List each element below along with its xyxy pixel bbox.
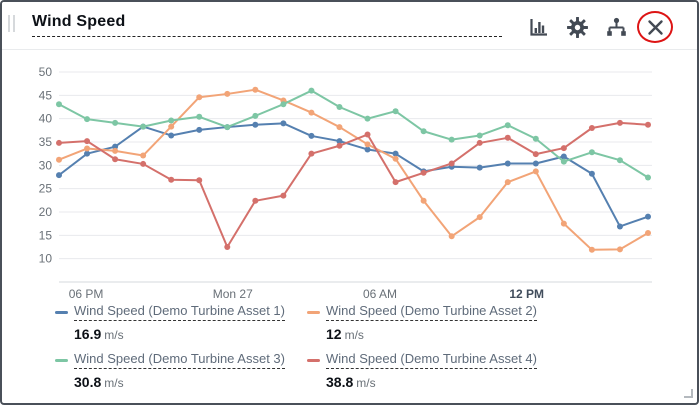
svg-text:30: 30	[39, 158, 53, 172]
svg-text:35: 35	[39, 135, 53, 149]
legend-label[interactable]: Wind Speed (Demo Turbine Asset 3)	[74, 352, 285, 369]
legend-item: Wind Speed (Demo Turbine Asset 2) 12 m/s	[307, 304, 689, 343]
widget-title: Wind Speed	[32, 13, 126, 30]
bar-chart-icon	[530, 19, 547, 36]
legend-label[interactable]: Wind Speed (Demo Turbine Asset 1)	[74, 304, 285, 321]
legend-latest-value: 30.8 m/s	[74, 374, 124, 390]
legend-latest-value: 12 m/s	[326, 326, 364, 342]
chart-legend: Wind Speed (Demo Turbine Asset 1) 16.9 m/s…	[55, 304, 689, 391]
svg-text:10: 10	[39, 252, 53, 266]
legend-swatch-icon	[55, 311, 68, 314]
widget-toolbar	[527, 11, 673, 43]
legend-item: Wind Speed (Demo Turbine Asset 1) 16.9 m/s	[55, 304, 307, 343]
asset-tree-button[interactable]	[605, 16, 628, 39]
asset-tree-icon	[607, 17, 626, 36]
line-chart: 50 45 40 35 30 25 20 15 10 06 PM Mon 27 06 AM 12 PM	[2, 50, 697, 302]
svg-text:06 AM: 06 AM	[363, 287, 397, 301]
widget-title-field[interactable]: Wind Speed	[32, 13, 502, 37]
svg-text:25: 25	[39, 182, 53, 196]
line-chart-svg: 50 45 40 35 30 25 20 15 10 06 PM Mon 27 06 AM 12 PM	[39, 65, 652, 301]
legend-latest-value: 16.9 m/s	[74, 326, 124, 342]
close-button[interactable]	[637, 11, 673, 43]
svg-text:45: 45	[39, 88, 53, 102]
gear-icon	[567, 17, 588, 38]
legend-label[interactable]: Wind Speed (Demo Turbine Asset 2)	[326, 304, 537, 321]
svg-text:50: 50	[39, 65, 53, 79]
widget-header: Wind Speed	[2, 2, 697, 50]
svg-text:Mon 27: Mon 27	[213, 287, 253, 301]
legend-swatch-icon	[55, 359, 68, 362]
close-icon	[648, 20, 663, 35]
svg-text:06 PM: 06 PM	[69, 287, 104, 301]
settings-button[interactable]	[566, 16, 589, 39]
bar-chart-button[interactable]	[527, 16, 550, 39]
svg-text:12 PM: 12 PM	[509, 287, 544, 301]
drag-handle-icon[interactable]	[8, 15, 15, 32]
svg-text:15: 15	[39, 228, 53, 242]
legend-swatch-icon	[307, 311, 320, 314]
legend-item: Wind Speed (Demo Turbine Asset 3) 30.8 m/s	[55, 352, 307, 391]
svg-text:40: 40	[39, 112, 53, 126]
legend-swatch-icon	[307, 359, 320, 362]
legend-label[interactable]: Wind Speed (Demo Turbine Asset 4)	[326, 352, 537, 369]
resize-handle[interactable]	[684, 389, 693, 398]
legend-item: Wind Speed (Demo Turbine Asset 4) 38.8 m/s	[307, 352, 689, 391]
legend-latest-value: 38.8 m/s	[326, 374, 376, 390]
svg-text:20: 20	[39, 205, 53, 219]
